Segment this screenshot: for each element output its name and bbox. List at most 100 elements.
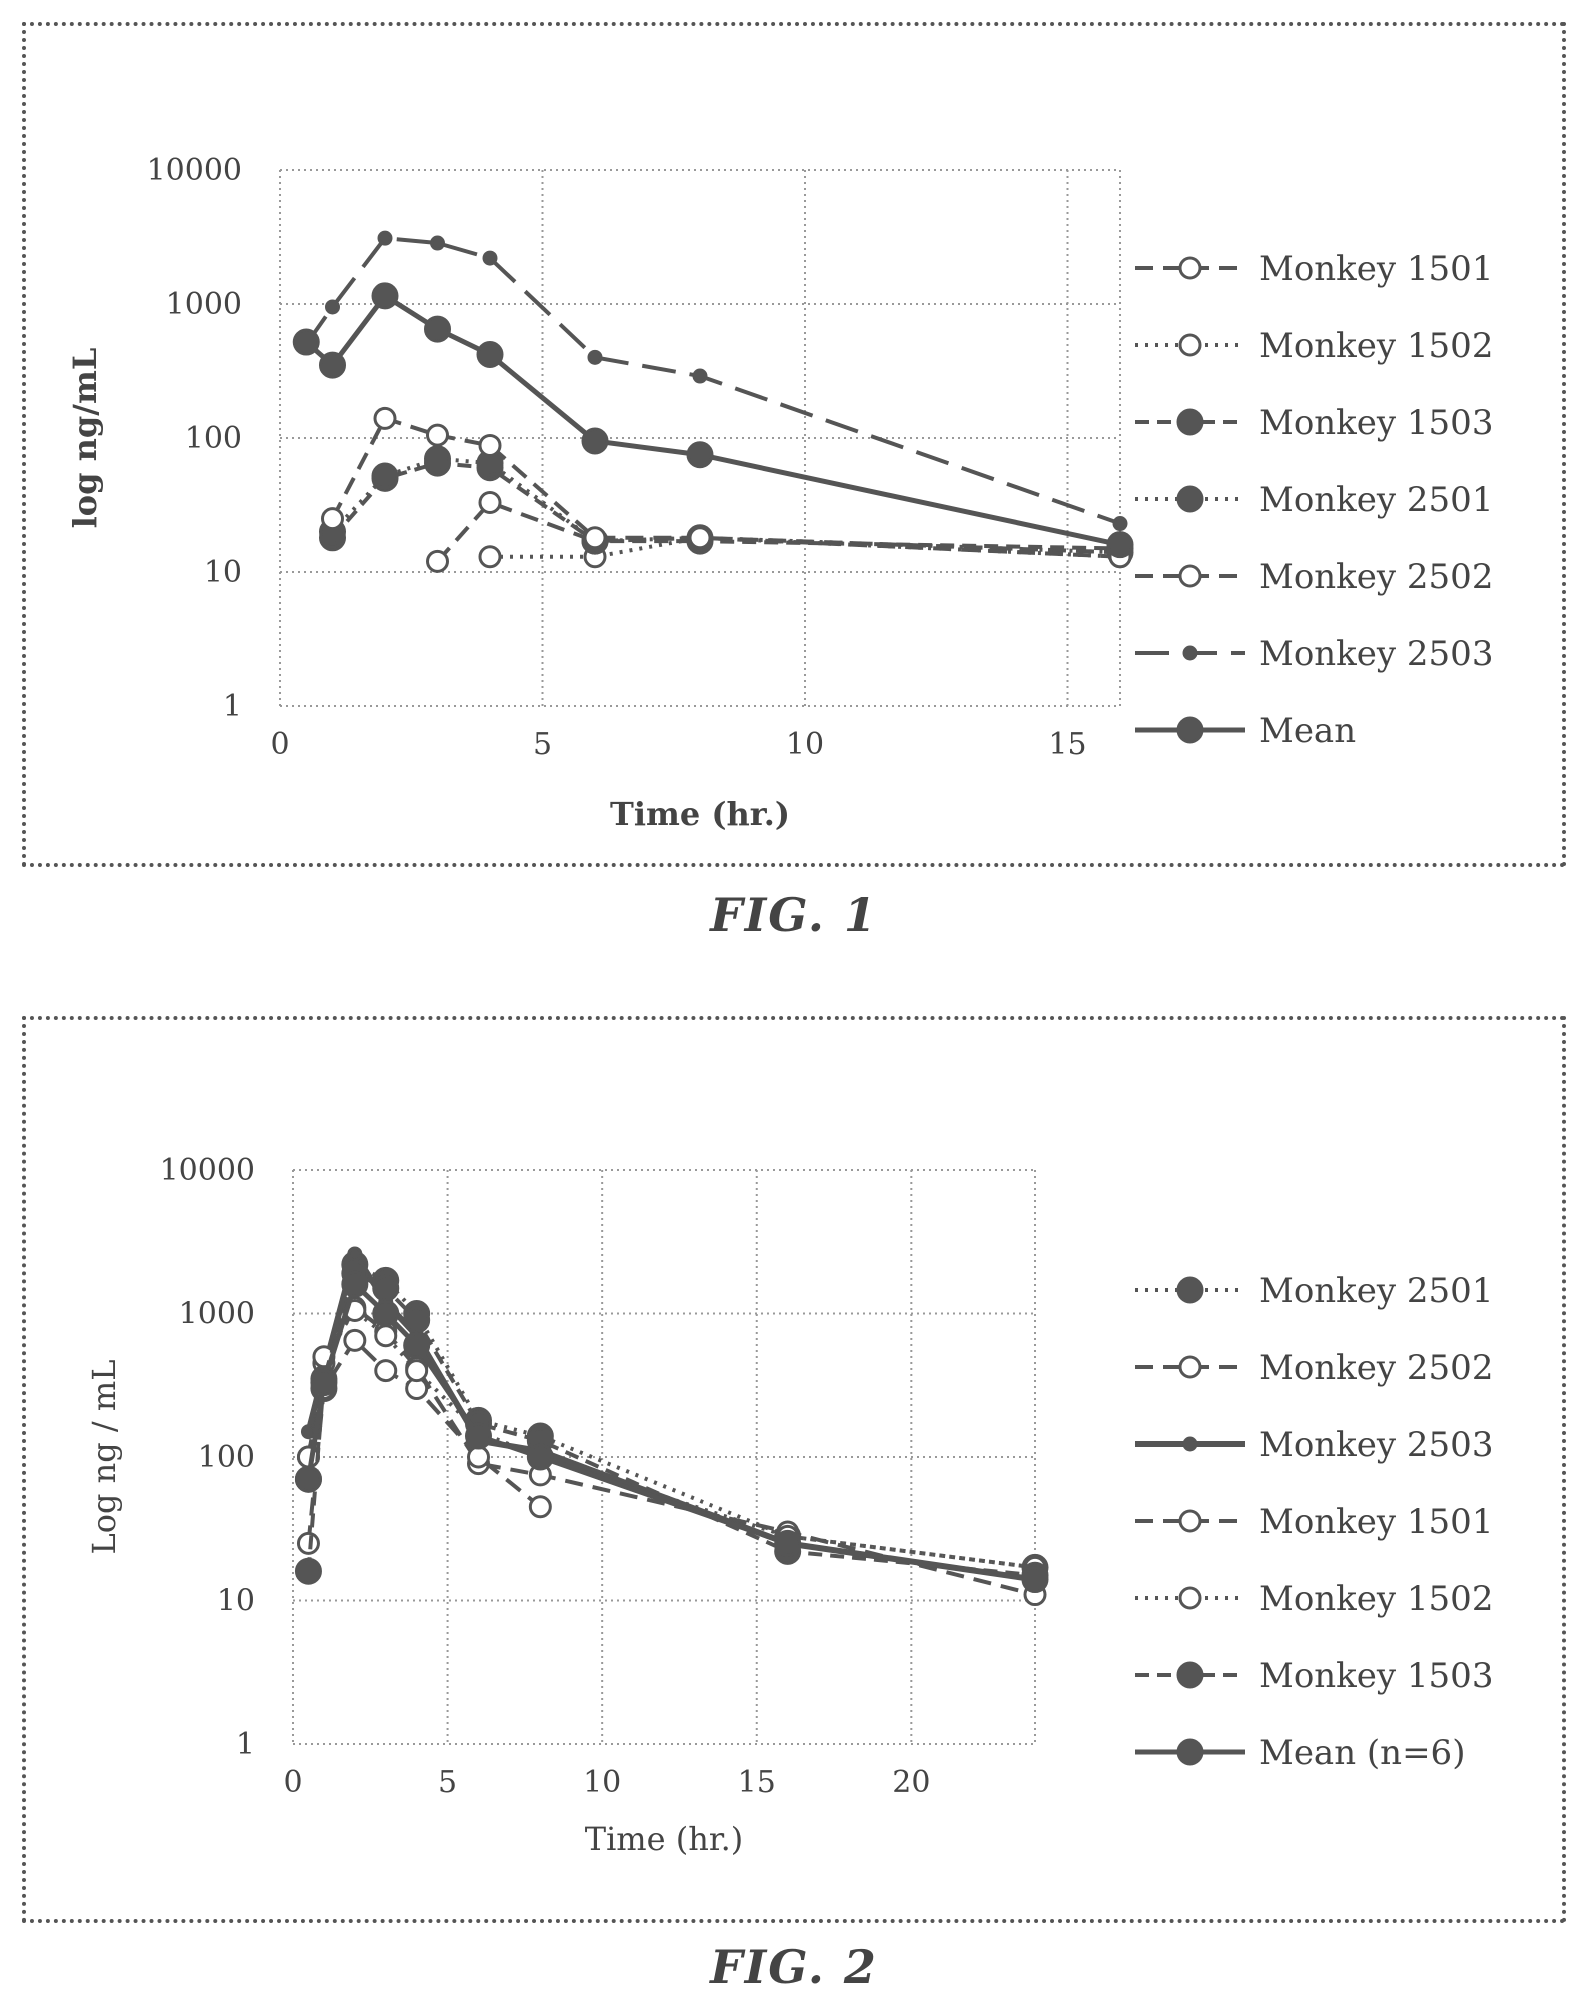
- x-tick-label: 15: [738, 1765, 776, 1800]
- figure-1-panel: [22, 22, 1566, 867]
- x-tick-label: 10: [583, 1765, 621, 1800]
- y-tick-label: 10000: [147, 153, 242, 188]
- series-mean-n-6-: [294, 1270, 1049, 1594]
- data-point: [1106, 531, 1134, 559]
- data-point: [424, 445, 451, 473]
- legend-marker: [1176, 1738, 1204, 1766]
- figure-2-panel: [22, 1016, 1566, 1923]
- legend-label: Monkey 1502: [1259, 326, 1493, 366]
- data-point: [325, 299, 340, 315]
- data-point: [372, 1300, 400, 1327]
- legend-label: Monkey 2501: [1259, 480, 1493, 520]
- data-point: [1021, 1566, 1049, 1594]
- legend-label: Mean: [1259, 711, 1356, 751]
- legend-entry: Monkey 2503: [1135, 1425, 1493, 1465]
- legend-marker: [1178, 256, 1202, 280]
- y-axis-label: Log ng / mL: [85, 1360, 123, 1555]
- data-point: [374, 1324, 398, 1348]
- legend-entry: Monkey 1502: [1135, 1579, 1493, 1619]
- data-point: [296, 1531, 320, 1555]
- x-tick-label: 0: [270, 727, 289, 762]
- legend-marker: [1176, 408, 1204, 436]
- x-tick-label: 20: [892, 1765, 930, 1800]
- legend-entry: Monkey 1503: [1135, 403, 1493, 443]
- legend-label: Monkey 2503: [1259, 634, 1493, 674]
- legend-label: Monkey 1501: [1259, 249, 1493, 289]
- data-point: [1112, 516, 1128, 532]
- series-monkey-2503: [298, 230, 1128, 532]
- data-point: [482, 250, 498, 266]
- data-point: [371, 462, 399, 490]
- x-tick-label: 0: [283, 1765, 302, 1800]
- data-point: [688, 526, 712, 550]
- legend-label: Monkey 2503: [1259, 1425, 1493, 1465]
- data-point: [373, 406, 397, 430]
- legend-marker: [1182, 645, 1198, 661]
- data-point: [341, 1270, 369, 1298]
- y-tick-label: 10: [204, 555, 242, 590]
- x-axis-label: Time (hr.): [610, 795, 790, 833]
- legend-label: Monkey 2502: [1259, 1348, 1493, 1388]
- legend-entry: Monkey 2502: [1135, 557, 1493, 597]
- series-line: [330, 416, 1121, 559]
- data-point: [377, 230, 393, 246]
- legend-label: Mean (n=6): [1259, 1733, 1465, 1773]
- legend-label: Monkey 1501: [1259, 1502, 1493, 1542]
- data-point: [426, 423, 449, 447]
- x-tick-label: 15: [1048, 727, 1086, 762]
- data-point: [465, 1422, 492, 1450]
- legend-marker: [1178, 1509, 1202, 1533]
- legend-label: Monkey 2501: [1259, 1271, 1493, 1311]
- legend-entry: Monkey 2501: [1135, 1271, 1493, 1311]
- series-mean: [292, 282, 1134, 559]
- data-point: [294, 1465, 322, 1493]
- data-point: [371, 282, 399, 310]
- legend-label: Monkey 1503: [1259, 1656, 1493, 1696]
- y-axis-label: log ng/mL: [66, 348, 104, 529]
- x-tick-label: 5: [438, 1765, 457, 1800]
- x-axis-label: Time (hr.): [585, 1820, 744, 1858]
- legend-entry: Monkey 2502: [1135, 1348, 1493, 1388]
- series-monkey-2503: [300, 1246, 1043, 1588]
- data-point: [587, 349, 603, 365]
- data-point: [430, 235, 445, 251]
- y-tick-label: 1: [223, 689, 242, 724]
- legend-marker: [1178, 1586, 1202, 1610]
- chart-2: 1 10 100 1000 10000 0 5 10 15 20 Time (hr.) Log ng …: [85, 1153, 1493, 1858]
- data-point: [347, 1246, 363, 1262]
- data-point: [372, 1274, 400, 1302]
- data-point: [424, 315, 451, 343]
- legend-label: Monkey 1503: [1259, 403, 1493, 443]
- legend-marker: [1176, 716, 1204, 744]
- series-monkey-1501: [426, 491, 1132, 573]
- legend-entry: Monkey 2503: [1135, 634, 1493, 674]
- data-point: [476, 340, 504, 368]
- data-point: [405, 1359, 429, 1383]
- legend-entry: Monkey 1501: [1135, 1502, 1493, 1542]
- data-point: [374, 1359, 398, 1383]
- data-point: [321, 507, 344, 531]
- data-point: [403, 1306, 431, 1334]
- data-point: [478, 545, 502, 569]
- legend-marker: [1176, 1276, 1204, 1304]
- legend-marker: [1178, 333, 1202, 357]
- data-point: [319, 351, 346, 379]
- chart-1: 1 10 100 1000 10000 0 5 10 15 Time (hr.) log ng/mL…: [66, 153, 1493, 833]
- legend-entry: Monkey 1503: [1135, 1656, 1493, 1696]
- data-point: [292, 328, 320, 356]
- legend-marker: [1182, 1436, 1198, 1452]
- figure-2-caption: FIG. 2: [710, 1940, 878, 1994]
- y-tick-label: 1: [236, 1727, 255, 1762]
- data-point: [310, 1369, 338, 1397]
- legend-label: Monkey 1502: [1259, 1579, 1493, 1619]
- legend-label: Monkey 2502: [1259, 557, 1493, 597]
- data-point: [581, 427, 609, 455]
- series-monkey-1503: [294, 1259, 1049, 1589]
- series-line: [304, 236, 1121, 526]
- legend-marker: [1178, 564, 1202, 588]
- y-tick-label: 100: [185, 421, 242, 456]
- y-tick-label: 100: [198, 1440, 255, 1475]
- y-tick-label: 1000: [179, 1297, 255, 1332]
- legend-entry: Monkey 1502: [1135, 326, 1493, 366]
